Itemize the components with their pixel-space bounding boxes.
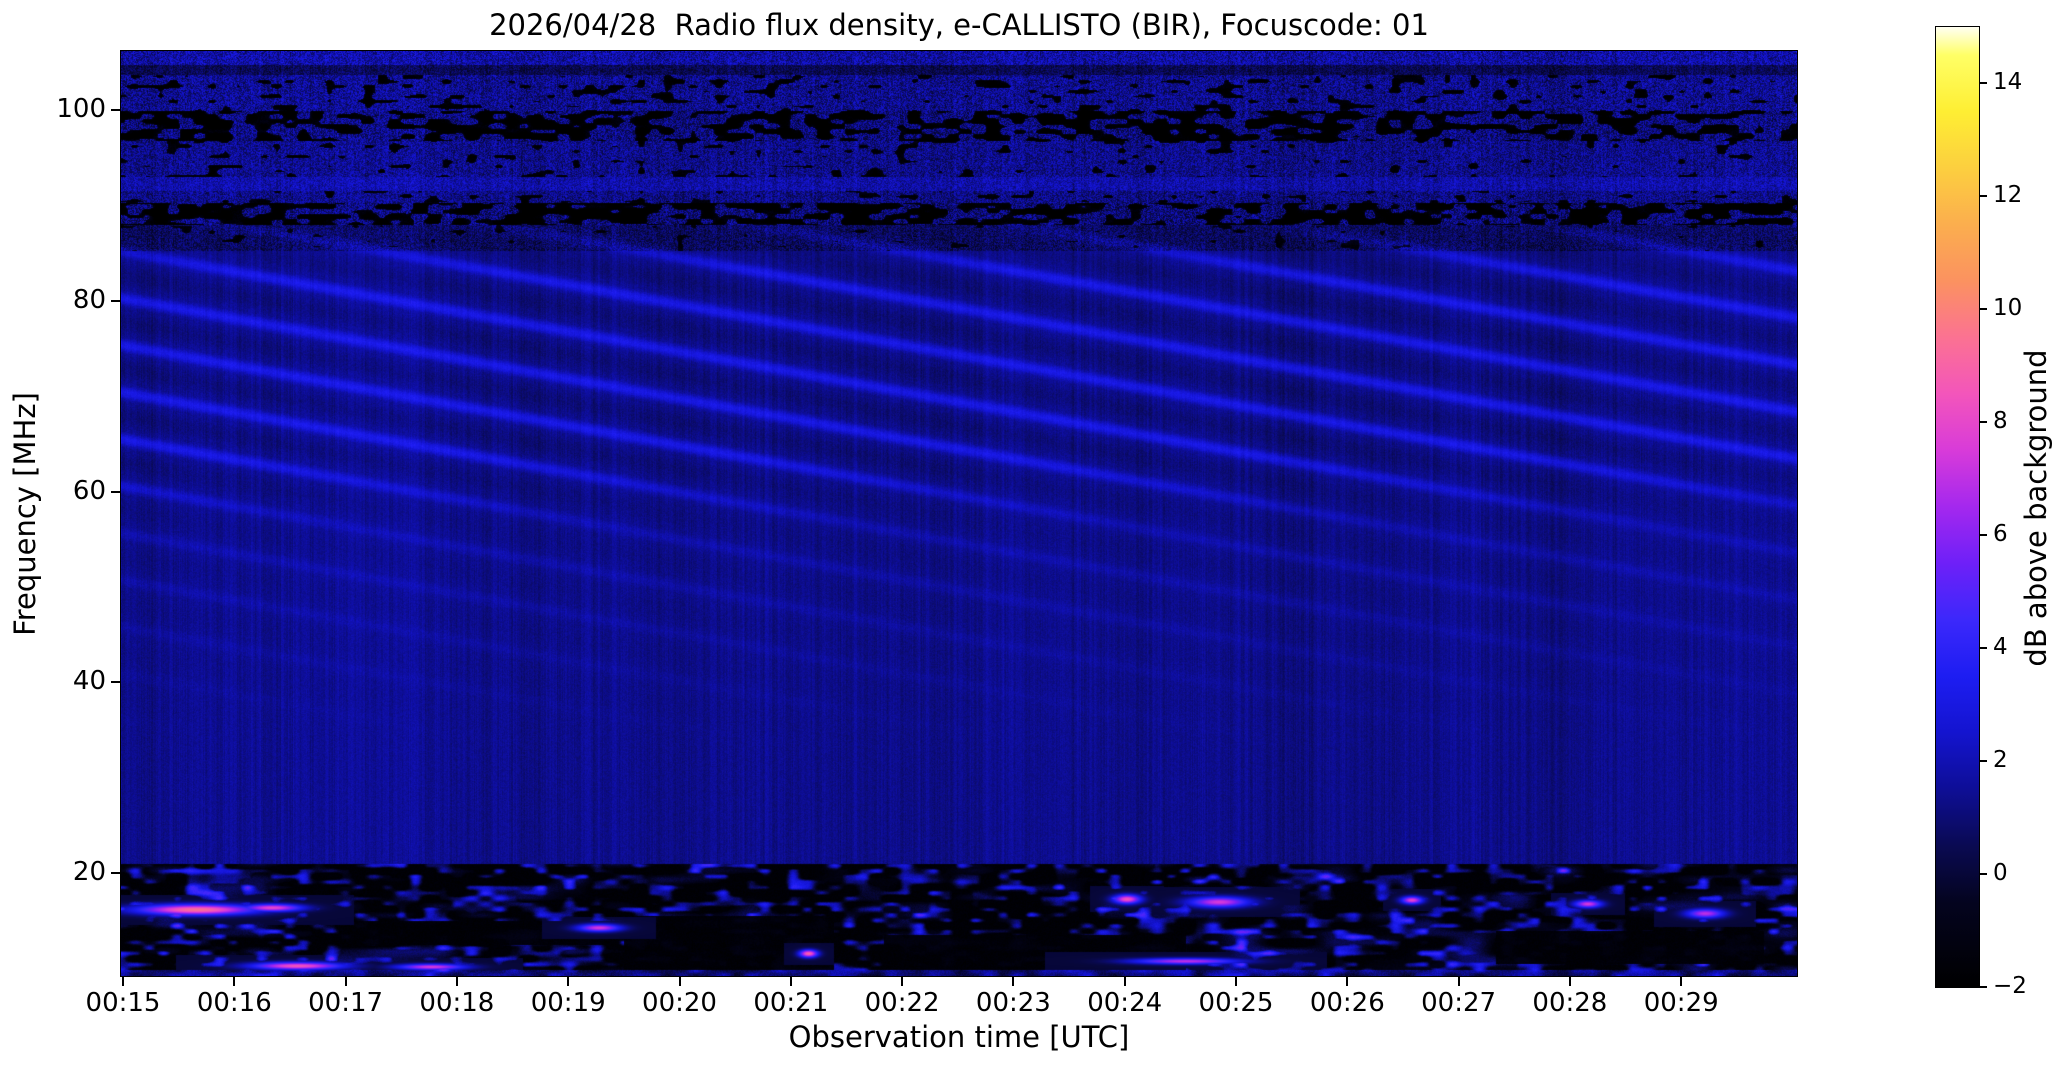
colorbar-tick-label: 6 xyxy=(1993,521,2008,548)
colorbar-tick-mark xyxy=(1979,308,1987,311)
x-tick-label: 00:28 xyxy=(1532,988,1608,1018)
x-tick-label: 00:26 xyxy=(1309,988,1385,1018)
spectrogram-canvas xyxy=(121,51,1797,976)
x-tick-label: 00:18 xyxy=(419,988,495,1018)
colorbar-label: dB above background xyxy=(2019,349,2053,667)
x-tick-mark xyxy=(1235,977,1237,986)
x-tick-mark xyxy=(1123,977,1126,986)
x-tick-label: 00:24 xyxy=(1087,988,1163,1018)
y-tick-label: 40 xyxy=(72,666,106,697)
x-tick-mark xyxy=(678,977,681,986)
colorbar-tick-label: 14 xyxy=(1993,69,2023,96)
x-tick-mark xyxy=(1346,977,1349,986)
x-tick-mark xyxy=(122,977,124,986)
colorbar-tick-mark xyxy=(1979,647,1987,650)
x-tick-label: 00:17 xyxy=(308,988,384,1018)
plot-area xyxy=(120,50,1798,977)
y-tick-mark xyxy=(111,872,120,874)
y-tick-mark xyxy=(111,490,120,493)
colorbar-tick-mark xyxy=(1979,195,1987,198)
x-tick-mark xyxy=(233,977,236,986)
y-axis-label: Frequency [MHz] xyxy=(8,392,42,636)
x-tick-mark xyxy=(344,977,347,986)
x-tick-mark xyxy=(901,977,904,986)
x-tick-label: 00:25 xyxy=(1198,988,1274,1018)
colorbar-tick-mark xyxy=(1979,82,1987,85)
x-tick-label: 00:22 xyxy=(864,988,940,1018)
x-axis-label: Observation time [UTC] xyxy=(788,1020,1130,1054)
x-tick-mark xyxy=(1680,977,1683,986)
colorbar xyxy=(1935,26,1980,988)
colorbar-tick-mark xyxy=(1979,421,1987,424)
x-tick-label: 00:20 xyxy=(642,988,717,1018)
x-tick-label: 00:21 xyxy=(753,988,829,1018)
y-tick-label: 60 xyxy=(72,475,106,506)
colorbar-tick-mark xyxy=(1979,760,1987,763)
colorbar-tick-label: 12 xyxy=(1993,182,2023,209)
y-tick-mark xyxy=(111,109,120,111)
y-tick-label: 100 xyxy=(56,94,106,124)
colorbar-tick-mark xyxy=(1979,534,1987,537)
chart-title: 2026/04/28 Radio flux density, e-CALLIST… xyxy=(489,8,1429,42)
x-tick-mark xyxy=(789,977,792,986)
y-tick-mark xyxy=(111,681,120,684)
colorbar-tick-label: 0 xyxy=(1993,860,2008,887)
x-tick-label: 00:23 xyxy=(975,988,1051,1018)
colorbar-tick-label: 2 xyxy=(1993,747,2008,774)
colorbar-tick-label: 10 xyxy=(1993,295,2023,322)
x-tick-label: 00:15 xyxy=(85,988,161,1018)
x-tick-mark xyxy=(567,977,570,986)
y-tick-label: 20 xyxy=(72,857,106,887)
x-tick-label: 00:19 xyxy=(530,988,606,1018)
colorbar-tick-label: 4 xyxy=(1993,634,2008,661)
x-tick-mark xyxy=(1457,977,1460,986)
y-tick-label: 80 xyxy=(72,284,106,315)
colorbar-tick-mark xyxy=(1979,986,1987,988)
x-tick-mark xyxy=(1568,977,1571,986)
y-tick-mark xyxy=(111,299,120,302)
colorbar-tick-label: 8 xyxy=(1993,408,2008,435)
colorbar-tick-mark xyxy=(1979,873,1987,876)
x-tick-mark xyxy=(1012,977,1015,986)
x-tick-label: 00:16 xyxy=(196,988,272,1018)
x-tick-label: 00:29 xyxy=(1643,988,1719,1018)
x-tick-label: 00:27 xyxy=(1421,988,1497,1018)
colorbar-tick-label: −2 xyxy=(1993,973,2027,999)
x-tick-mark xyxy=(455,977,458,986)
